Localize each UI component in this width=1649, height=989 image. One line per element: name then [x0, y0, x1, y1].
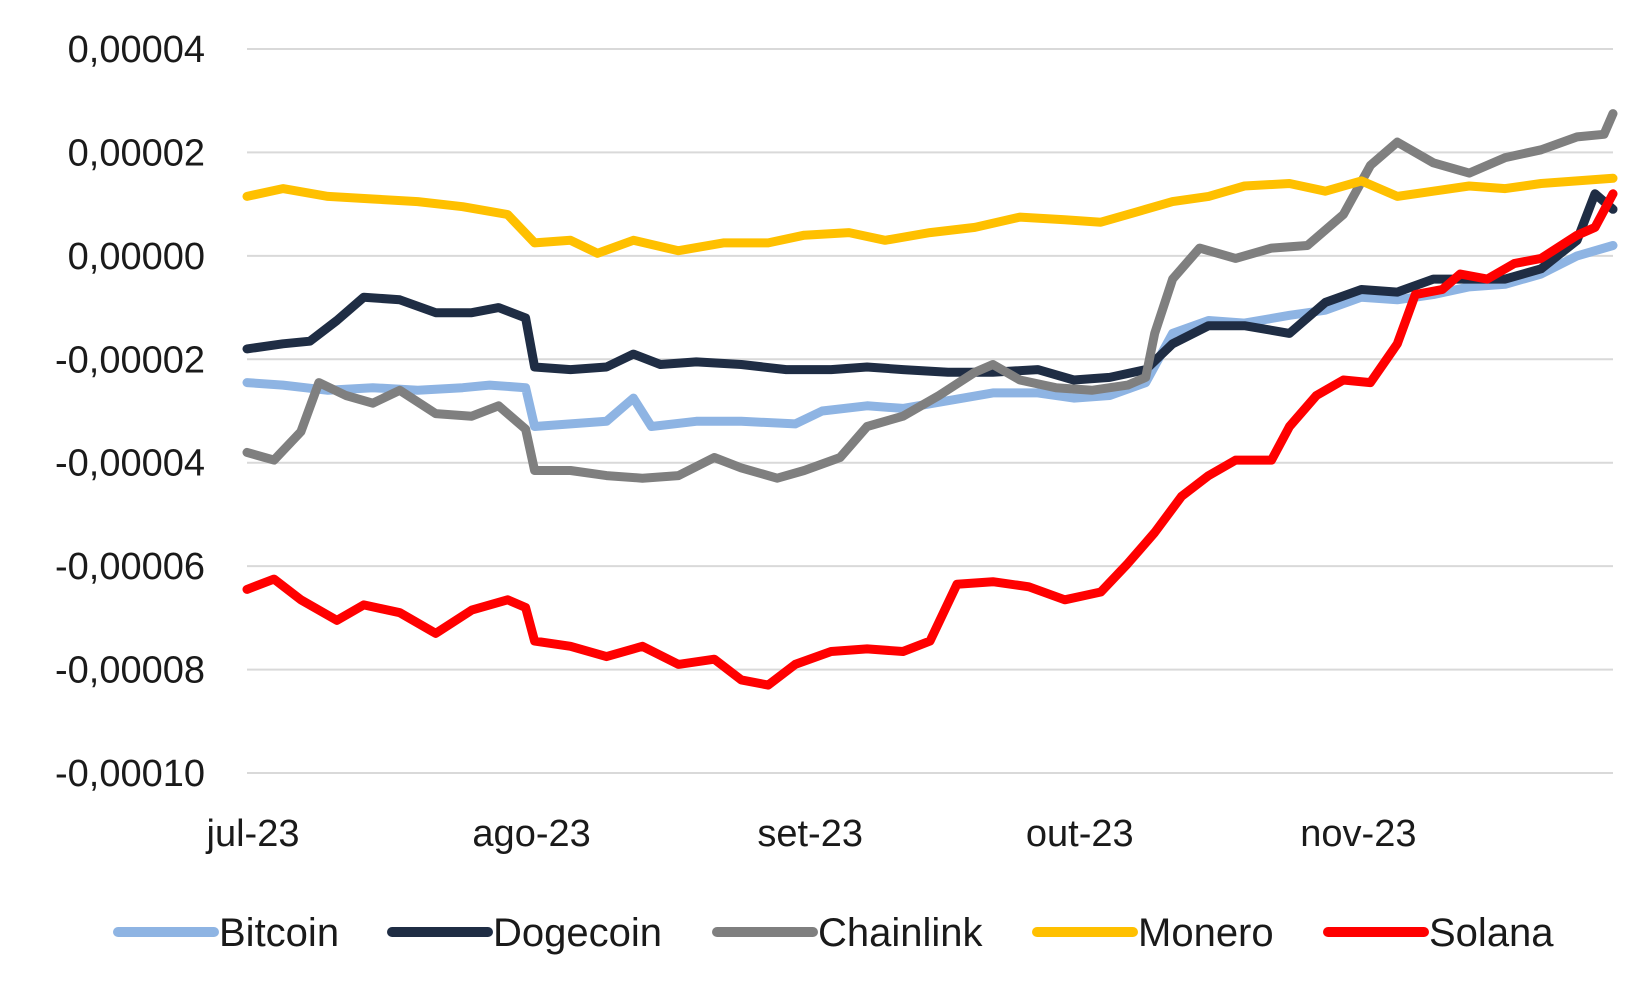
x-tick-label: out-23	[1026, 813, 1134, 855]
series-line-dogecoin	[242, 189, 1618, 385]
y-tick-label: -0,00002	[55, 339, 205, 381]
legend-label: Monero	[1138, 911, 1274, 955]
legend-label: Solana	[1429, 911, 1554, 955]
legend-label: Bitcoin	[219, 911, 339, 955]
series-line-solana	[242, 189, 1618, 690]
y-tick-label: 0,00004	[68, 29, 205, 71]
legend-item-monero: Monero	[1032, 911, 1274, 955]
y-tick-label: 0,00000	[68, 236, 205, 278]
y-tick-label: -0,00004	[55, 443, 205, 485]
gridlines	[247, 48, 1613, 774]
y-tick-label: 0,00002	[68, 132, 205, 174]
legend-label: Chainlink	[818, 911, 984, 955]
x-tick-label: set-23	[757, 813, 863, 855]
y-tick-label: -0,00010	[55, 753, 205, 795]
legend-item-dogecoin: Dogecoin	[387, 911, 662, 955]
x-tick-label: ago-23	[472, 813, 590, 855]
legend-item-bitcoin: Bitcoin	[113, 911, 339, 955]
legend-item-solana: Solana	[1323, 911, 1554, 955]
y-axis-ticks: 0,00004 0,00002 0,00000 -0,00002 -0,00004 -0,…	[55, 29, 205, 795]
series-line-chainlink	[242, 109, 1618, 483]
legend-item-chainlink: Chainlink	[712, 911, 984, 955]
legend: Bitcoin Dogecoin Chainlink Monero Solana	[113, 911, 1554, 955]
x-tick-label: jul-23	[206, 813, 300, 855]
y-tick-label: -0,00006	[55, 546, 205, 588]
x-tick-label: nov-23	[1300, 813, 1416, 855]
x-axis-ticks: jul-23 ago-23 set-23 out-23 nov-23	[206, 813, 1417, 855]
y-tick-label: -0,00008	[55, 650, 205, 692]
series-line-monero	[242, 173, 1618, 258]
series-lines	[242, 109, 1618, 690]
legend-label: Dogecoin	[493, 911, 662, 955]
